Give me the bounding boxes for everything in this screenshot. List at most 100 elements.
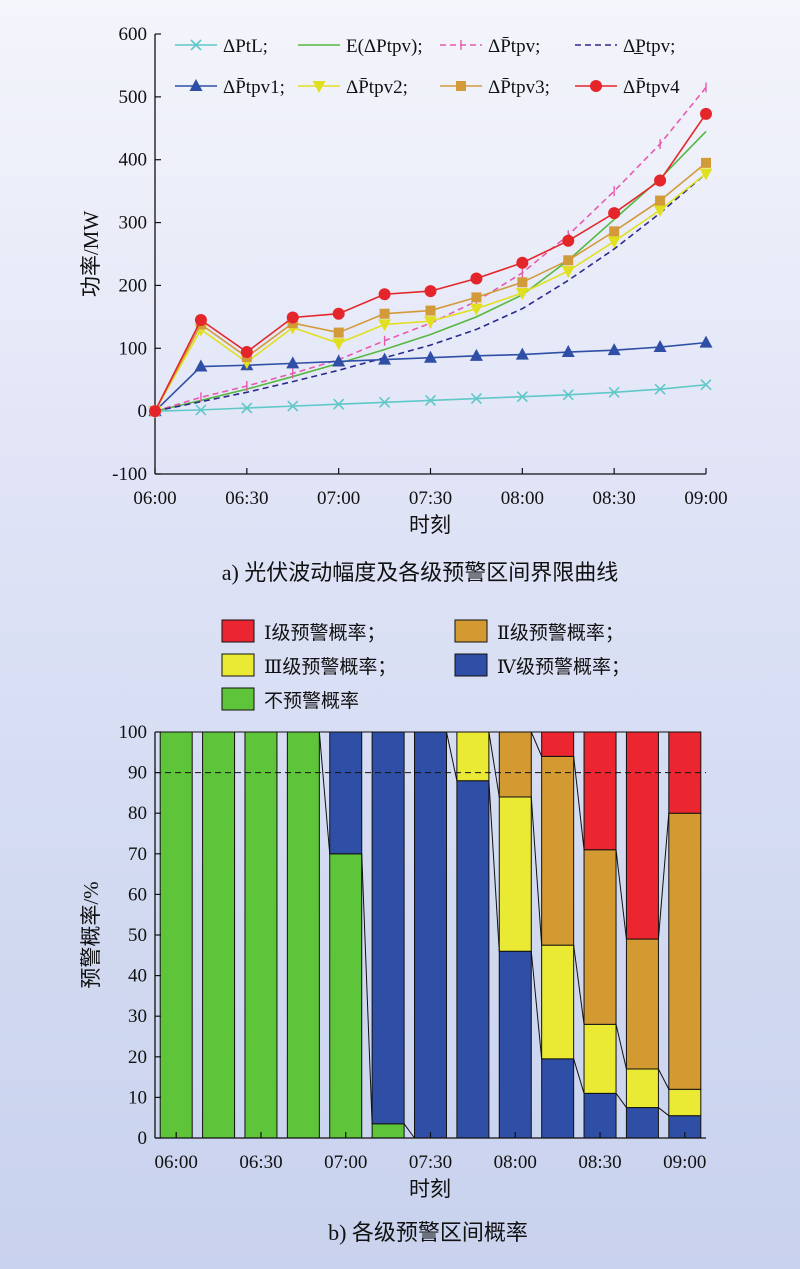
line-chart-y-tick-label: 0 xyxy=(138,401,148,422)
line-chart-point xyxy=(562,234,575,247)
line-chart-point xyxy=(469,303,483,316)
bar-segment xyxy=(668,1088,702,1117)
bar-segment xyxy=(583,849,617,1025)
bar-chart-legend-label: Ⅱ级预警概率； xyxy=(497,622,624,644)
line-chart-point xyxy=(379,396,391,408)
line-chart-legend-label: ΔP̄tpv2; xyxy=(346,77,408,98)
bar-chart-y-tick-label: 90 xyxy=(128,763,147,784)
line-chart-point xyxy=(195,404,207,416)
bar-chart-y-tick-label: 40 xyxy=(128,966,147,987)
line-chart-point xyxy=(332,338,346,351)
bar-segment xyxy=(583,1092,617,1139)
bar-segment xyxy=(371,1123,405,1139)
line-chart-point xyxy=(286,311,299,324)
line-chart-point xyxy=(378,288,391,301)
line-chart-legend-label: E(ΔPtpv); xyxy=(346,36,423,57)
line-chart-point xyxy=(607,343,621,356)
line-chart-point xyxy=(608,386,620,398)
bar-connector xyxy=(530,731,543,757)
line-chart-legend-label: ΔP̄tpv; xyxy=(488,36,540,57)
line-chart-x-axis-label: 时刻 xyxy=(409,513,451,537)
bar-chart-legend-swatch xyxy=(221,653,255,677)
bar-connector xyxy=(657,1068,670,1090)
bar-segment xyxy=(583,1023,617,1094)
stacked-bar-chart: Ⅰ级预警概率； Ⅱ级预警概率； Ⅲ级预警概率； Ⅳ级预警概率； 不预警概率 0 10 20 3… xyxy=(79,619,707,1245)
bar-chart-x-tick-label: 08:00 xyxy=(494,1152,537,1173)
line-chart-point xyxy=(515,287,529,300)
bar-chart-legend-item: Ⅳ级预警概率； xyxy=(454,653,630,678)
bar-segment xyxy=(541,1058,575,1139)
line-chart: -100 0 100 200 300 400 500 600 06:00 06:30 07:00 07… xyxy=(79,24,728,585)
bar-chart-axes: 0 10 20 30 40 50 60 70 80 90 100 06:00 06:30 07:00 07:… xyxy=(119,722,707,1173)
line-chart-point xyxy=(516,256,529,269)
bar-segment xyxy=(625,1068,659,1109)
line-chart-y-tick-label: -100 xyxy=(112,464,147,485)
line-chart-x-tick-label: 08:30 xyxy=(593,488,636,509)
bar-segment xyxy=(668,812,702,1090)
bar-connector xyxy=(361,853,373,1124)
bar-chart-caption: b) 各级预警区间概率 xyxy=(328,1220,528,1245)
bar-segment xyxy=(541,731,575,757)
line-chart-legend-item: ΔPtL; xyxy=(175,36,268,57)
bar-connector xyxy=(573,1058,585,1094)
line-chart-point xyxy=(654,383,666,395)
bar-segment xyxy=(329,853,363,1139)
line-chart-point xyxy=(379,308,390,319)
line-chart-legend-item: ΔP̄tpv1; xyxy=(175,77,285,98)
line-chart-point xyxy=(654,174,667,187)
line-chart-x-tick-label: 09:00 xyxy=(684,488,727,509)
bar-chart-legend-item: Ⅲ级预警概率； xyxy=(221,653,396,678)
bar-chart-x-tick-label: 06:00 xyxy=(155,1152,198,1173)
line-chart-series-line xyxy=(154,130,707,412)
bar-chart-y-tick-label: 20 xyxy=(128,1047,147,1068)
bar-connector xyxy=(530,951,543,1059)
bar-chart-x-axis-label: 时刻 xyxy=(409,1177,451,1201)
line-chart-legend-label: ΔPtL; xyxy=(223,36,268,57)
bar-chart-legend-label: 不预警概率 xyxy=(264,690,359,712)
line-chart-point xyxy=(515,347,529,360)
line-chart-point xyxy=(425,305,436,316)
line-chart-legend: ΔPtL; E(ΔPtpv); ΔP̄tpv; ΔP̲tpv; ΔP̄tpv1; ΔP̄t… xyxy=(175,36,680,98)
line-chart-y-tick-label: 200 xyxy=(119,275,148,296)
line-chart-legend-label: ΔP̄tpv4 xyxy=(623,77,680,98)
bar-chart-legend-swatch xyxy=(454,619,488,643)
bar-connector xyxy=(403,1123,415,1139)
bar-segment xyxy=(414,731,447,1139)
bar-segment xyxy=(498,731,532,798)
line-chart-point xyxy=(700,107,712,120)
bar-chart-legend-label: Ⅰ级预警概率； xyxy=(264,622,386,644)
line-chart-point xyxy=(333,398,345,410)
line-chart-point xyxy=(333,327,344,338)
line-chart-y-tick-label: 300 xyxy=(119,213,148,234)
bar-connector xyxy=(446,731,458,781)
bar-segment xyxy=(625,1107,659,1139)
bar-segment xyxy=(541,944,575,1060)
line-chart-x-tick-label: 07:30 xyxy=(409,488,452,509)
bar-chart-x-tick-label: 08:30 xyxy=(578,1152,621,1173)
line-chart-point xyxy=(378,352,392,365)
line-chart-point xyxy=(562,389,574,401)
line-chart-point xyxy=(241,402,253,414)
line-chart-legend-item: ΔP̄tpv3; xyxy=(440,77,550,98)
bar-chart-legend-swatch xyxy=(221,687,255,711)
line-chart-point xyxy=(609,226,620,237)
line-chart-point xyxy=(701,157,711,168)
bar-chart-y-tick-label: 70 xyxy=(128,844,147,865)
line-chart-point xyxy=(287,400,299,412)
bar-chart-legend-swatch xyxy=(454,653,488,677)
bar-chart-legend-item: Ⅱ级预警概率； xyxy=(454,619,624,644)
line-chart-point xyxy=(424,350,437,363)
bar-connector xyxy=(615,1024,627,1070)
bar-chart-legend-item: 不预警概率 xyxy=(221,687,359,712)
bar-chart-y-tick-label: 80 xyxy=(128,803,147,824)
bar-connector xyxy=(615,1093,627,1108)
line-chart-legend-label: ΔP̲tpv; xyxy=(623,36,675,57)
line-chart-point xyxy=(700,379,712,391)
bar-segment xyxy=(498,950,532,1139)
bar-connector xyxy=(488,731,500,798)
bar-chart-y-tick-label: 60 xyxy=(128,884,147,905)
line-chart-y-axis-label: 功率/MW xyxy=(79,211,103,298)
bar-connector xyxy=(573,756,585,850)
line-chart-point xyxy=(470,272,483,285)
line-chart-legend-item: ΔP̄tpv2; xyxy=(298,77,408,98)
